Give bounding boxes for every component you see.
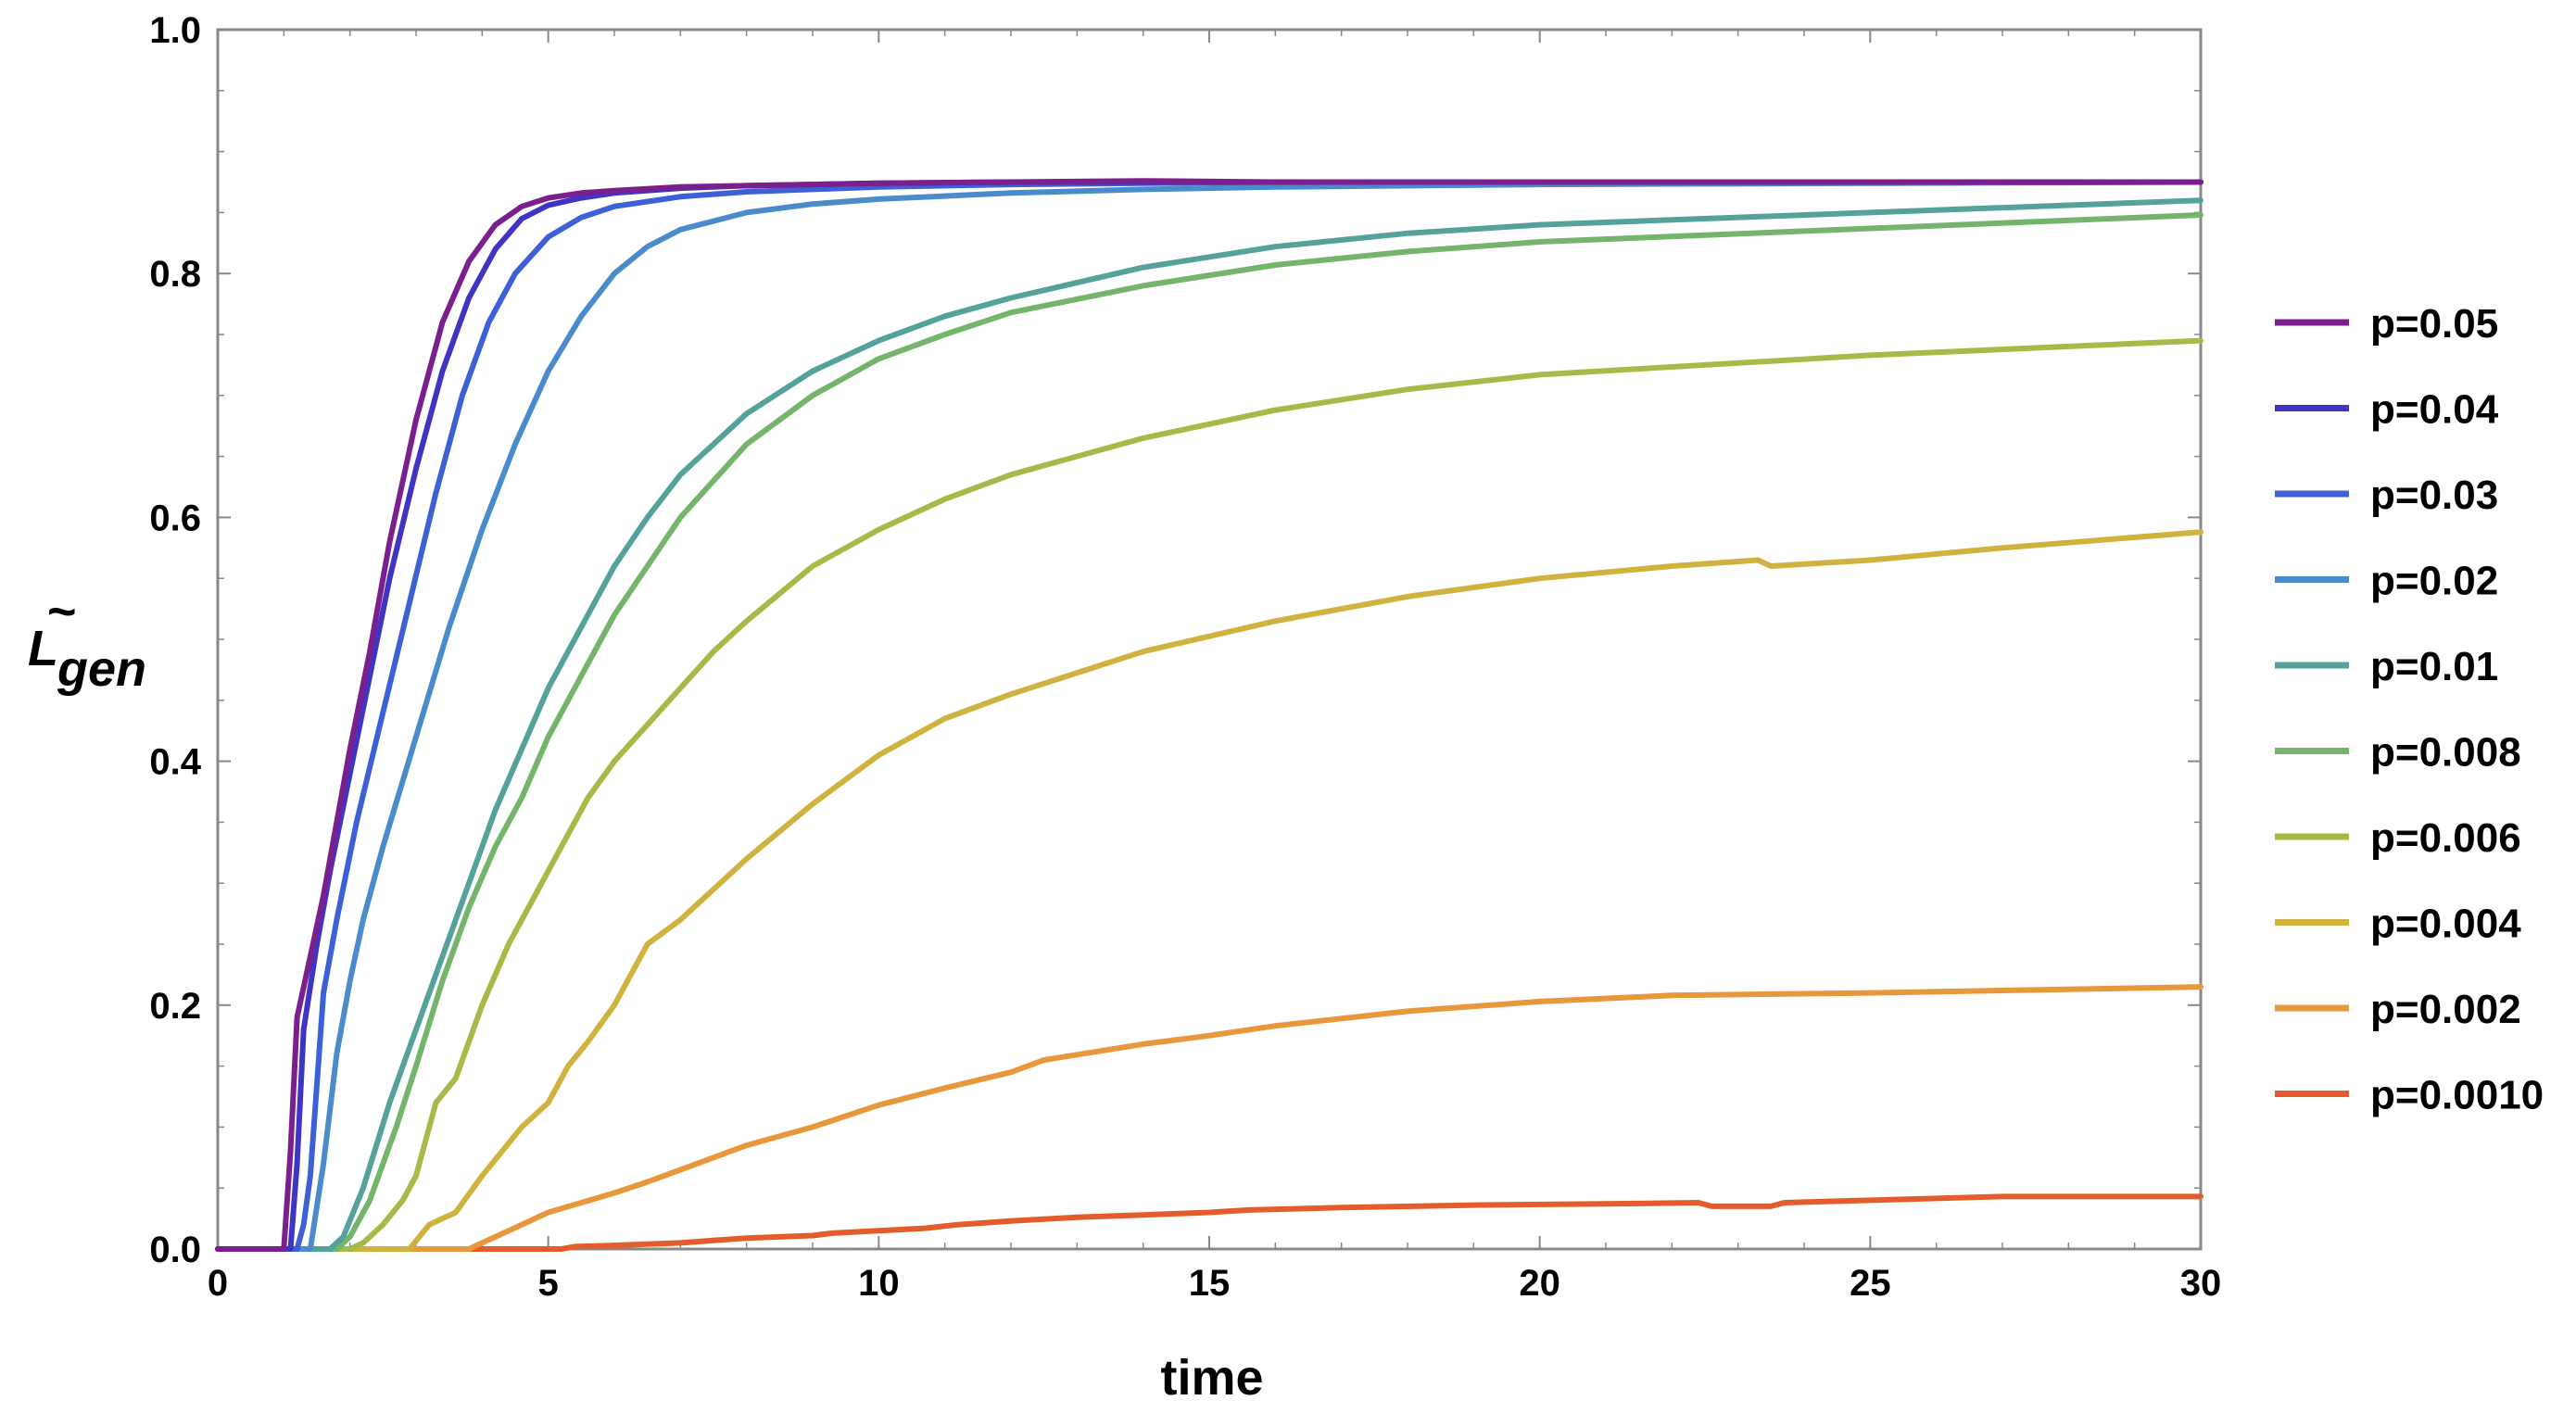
x-tick-label: 15 xyxy=(1189,1263,1231,1304)
x-axis-title: time xyxy=(1160,1350,1263,1406)
x-tick-label: 20 xyxy=(1519,1263,1560,1304)
series-line xyxy=(215,984,2203,1252)
y-tick-label: 1.0 xyxy=(149,10,201,51)
series-line xyxy=(215,179,2203,1252)
x-tick-label: 30 xyxy=(2180,1263,2222,1304)
x-axis-ticks: 0 5 10 15 20 25 30 xyxy=(208,30,2221,1304)
y-axis-title: ~ L gen xyxy=(28,584,146,697)
legend-label: p=0.008 xyxy=(2370,730,2521,776)
x-tick-label: 10 xyxy=(858,1263,900,1304)
y-axis-title-main: L xyxy=(28,621,58,676)
series-line xyxy=(215,178,2203,1252)
y-tick-label: 0.2 xyxy=(149,986,201,1027)
y-axis-title-accent: ~ xyxy=(46,584,76,639)
series-line xyxy=(215,529,2203,1252)
legend-label: p=0.002 xyxy=(2370,987,2521,1032)
legend-label: p=0.05 xyxy=(2370,301,2498,347)
x-tick-label: 25 xyxy=(1850,1263,1891,1304)
legend-label: p=0.02 xyxy=(2370,559,2498,604)
series-line xyxy=(215,197,2203,1252)
y-axis-title-sub: gen xyxy=(57,641,146,697)
series-line xyxy=(215,1193,2203,1252)
legend-label: p=0.01 xyxy=(2370,644,2498,689)
y-tick-label: 0.8 xyxy=(149,254,201,295)
legend-label: p=0.04 xyxy=(2370,387,2499,433)
legend-label: p=0.03 xyxy=(2370,473,2498,518)
legend: p=0.05 p=0.04 p=0.03 p=0.02 p=0.01 p=0.008 p=0… xyxy=(2275,301,2544,1118)
series-layer xyxy=(215,178,2203,1252)
y-axis-ticks: 0.0 0.2 0.4 0.6 0.8 1.0 xyxy=(149,10,2201,1270)
legend-label: p=0.006 xyxy=(2370,815,2521,861)
series-line xyxy=(215,337,2203,1252)
x-tick-label: 0 xyxy=(208,1263,228,1304)
series-line xyxy=(215,179,2203,1252)
y-tick-label: 0.0 xyxy=(149,1230,201,1270)
series-line xyxy=(215,212,2203,1252)
x-tick-label: 5 xyxy=(538,1263,559,1304)
y-tick-label: 0.6 xyxy=(149,498,201,538)
series-line xyxy=(215,179,2203,1252)
y-tick-label: 0.4 xyxy=(149,742,201,783)
legend-label: p=0.004 xyxy=(2370,902,2521,947)
legend-label: p=0.0010 xyxy=(2370,1073,2544,1118)
